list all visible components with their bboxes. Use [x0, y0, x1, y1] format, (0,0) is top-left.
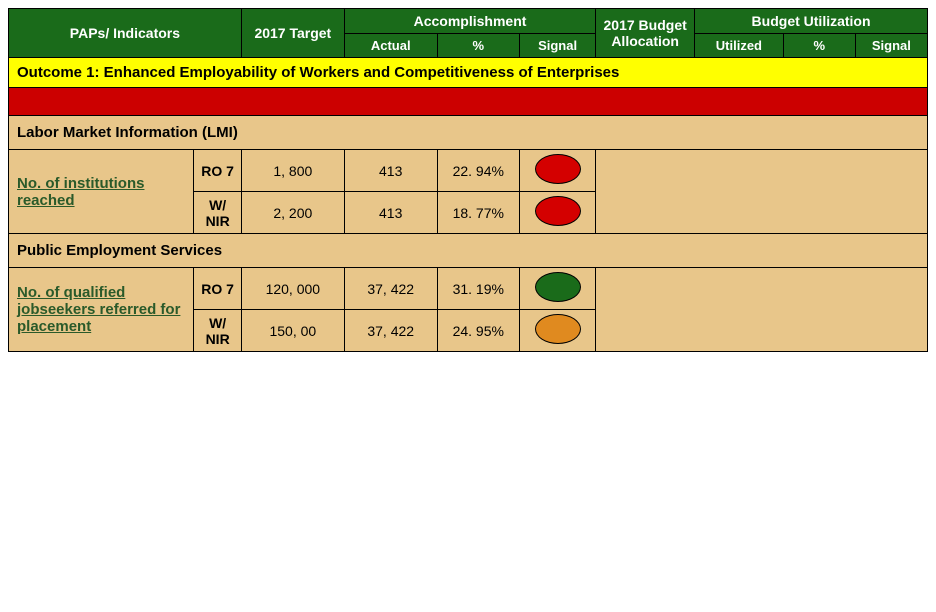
hdr-target: 2017 Target [241, 9, 344, 58]
upercent-empty [783, 150, 855, 234]
section-2-title: Public Employment Services [9, 234, 928, 268]
percent-cell: 31. 19% [437, 268, 519, 310]
actual-cell: 37, 422 [344, 310, 437, 352]
target-cell: 120, 000 [241, 268, 344, 310]
ro-label: RO 7 [194, 268, 241, 310]
indicator-2: No. of qualified jobseekers referred for… [9, 268, 194, 352]
hdr-accomplishment: Accomplishment [344, 9, 595, 34]
hdr-utilized: Utilized [695, 34, 784, 58]
red-spacer [9, 88, 928, 116]
target-cell: 2, 200 [241, 192, 344, 234]
outcome-text: Outcome 1: Enhanced Employability of Wor… [9, 58, 928, 88]
header-row-1: PAPs/ Indicators 2017 Target Accomplishm… [9, 9, 928, 34]
hdr-actual: Actual [344, 34, 437, 58]
table-row: No. of qualified jobseekers referred for… [9, 268, 928, 310]
actual-cell: 413 [344, 150, 437, 192]
upercent-empty [783, 268, 855, 352]
signal-dot-icon [535, 314, 581, 344]
performance-table: PAPs/ Indicators 2017 Target Accomplishm… [8, 8, 928, 352]
usignal-empty [855, 150, 927, 234]
hdr-signal: Signal [519, 34, 595, 58]
target-cell: 1, 800 [241, 150, 344, 192]
ro-label: RO 7 [194, 150, 241, 192]
hdr-percent: % [437, 34, 519, 58]
hdr-paps: PAPs/ Indicators [9, 9, 242, 58]
target-cell: 150, 00 [241, 310, 344, 352]
section-2-header: Public Employment Services [9, 234, 928, 268]
signal-cell [519, 310, 595, 352]
indicator-1: No. of institutions reached [9, 150, 194, 234]
hdr-usignal: Signal [855, 34, 927, 58]
signal-cell [519, 192, 595, 234]
percent-cell: 22. 94% [437, 150, 519, 192]
percent-cell: 18. 77% [437, 192, 519, 234]
actual-cell: 37, 422 [344, 268, 437, 310]
ro-label: W/ NIR [194, 192, 241, 234]
actual-cell: 413 [344, 192, 437, 234]
ro-label: W/ NIR [194, 310, 241, 352]
signal-dot-icon [535, 272, 581, 302]
hdr-budget-util: Budget Utilization [695, 9, 928, 34]
section-1-header: Labor Market Information (LMI) [9, 116, 928, 150]
signal-dot-icon [535, 196, 581, 226]
budget-alloc-empty [596, 150, 695, 234]
utilized-empty [695, 268, 784, 352]
table-row: No. of institutions reached RO 7 1, 800 … [9, 150, 928, 192]
usignal-empty [855, 268, 927, 352]
signal-cell [519, 268, 595, 310]
budget-alloc-empty [596, 268, 695, 352]
hdr-upercent: % [783, 34, 855, 58]
signal-dot-icon [535, 154, 581, 184]
utilized-empty [695, 150, 784, 234]
hdr-budget-alloc: 2017 Budget Allocation [596, 9, 695, 58]
percent-cell: 24. 95% [437, 310, 519, 352]
section-1-title: Labor Market Information (LMI) [9, 116, 928, 150]
outcome-row: Outcome 1: Enhanced Employability of Wor… [9, 58, 928, 88]
red-spacer-row [9, 88, 928, 116]
signal-cell [519, 150, 595, 192]
